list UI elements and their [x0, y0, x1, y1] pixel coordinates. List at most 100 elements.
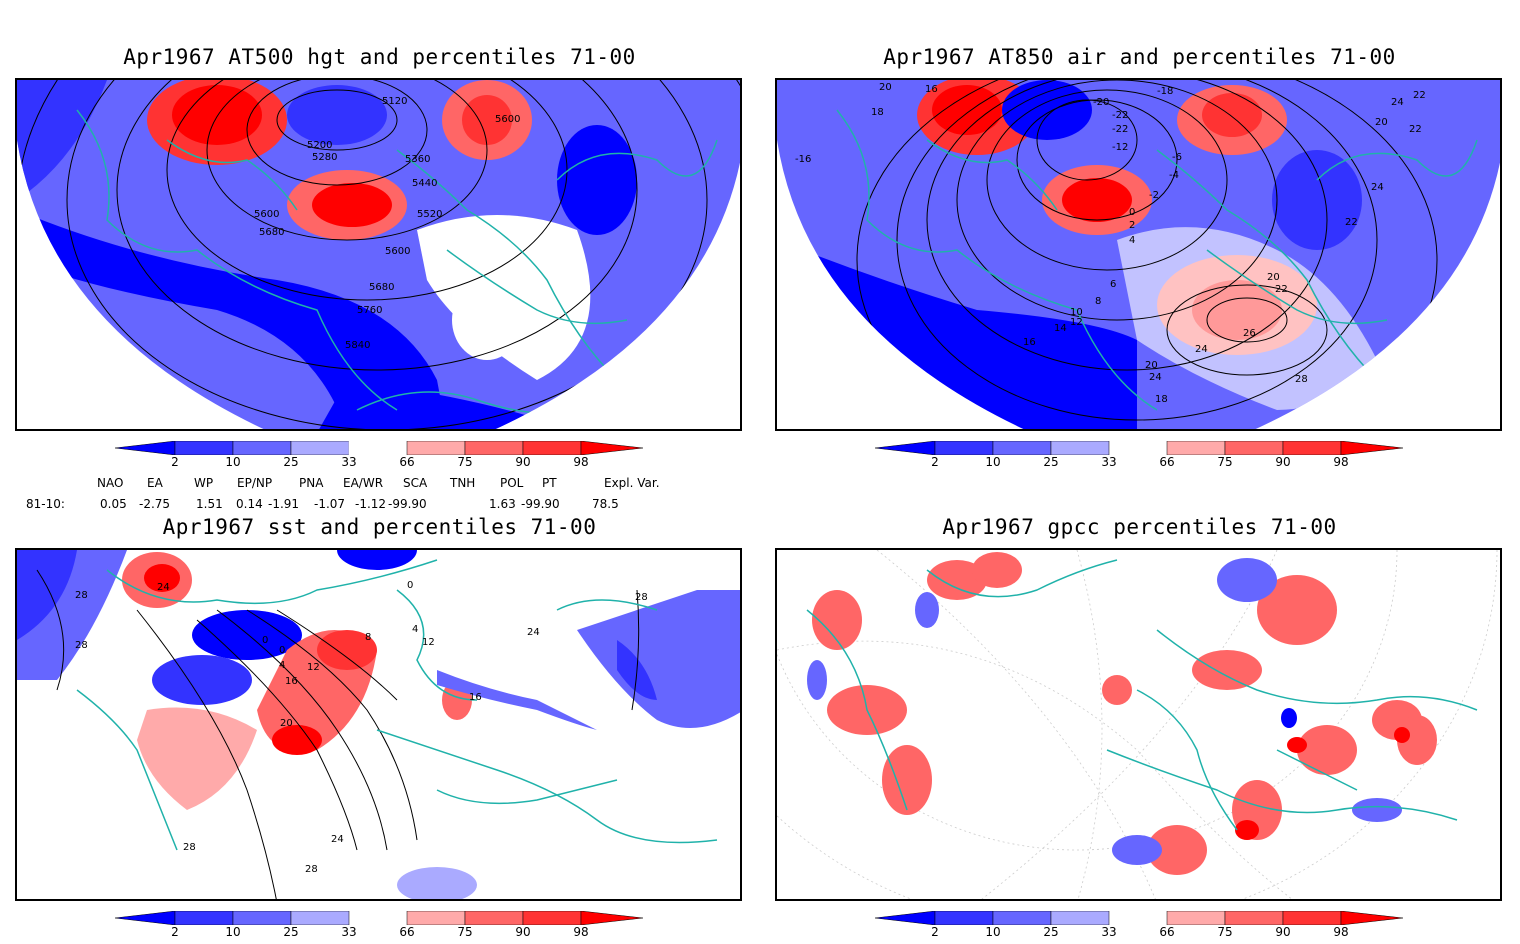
- contour-label: 28: [75, 640, 88, 651]
- contour-label: 18: [871, 107, 884, 118]
- colorbar-label: 2: [931, 455, 939, 469]
- index-header: SCA: [403, 476, 428, 490]
- index-value: 0.14: [236, 497, 263, 511]
- contour-label: -22: [1112, 124, 1128, 135]
- colorbar-label: 90: [1275, 925, 1291, 939]
- colorbar-1-swatches: [114, 440, 644, 456]
- colorbar-label: 25: [283, 925, 299, 939]
- index-header: TNH: [450, 476, 476, 490]
- contour-label: 12: [1070, 317, 1083, 328]
- contour-label: 24: [331, 834, 344, 845]
- contour-label: 22: [1345, 217, 1358, 228]
- contour-label: 5680: [369, 282, 394, 293]
- colorbar-label: 90: [515, 925, 531, 939]
- panel3-title: Apr1967 sst and percentiles 71-00: [162, 515, 597, 539]
- contour-label: -4: [1169, 170, 1179, 181]
- colorbar-label: 66: [399, 925, 415, 939]
- contour-label: 16: [925, 84, 938, 95]
- contour-label: -20: [1093, 97, 1109, 108]
- panel2-title: Apr1967 AT850 air and percentiles 71-00: [883, 45, 1396, 69]
- contour-label: -6: [1172, 152, 1182, 163]
- contour-label: 24: [1195, 344, 1208, 355]
- contour-label: 5520: [417, 209, 442, 220]
- contour-label: 16: [1023, 337, 1036, 348]
- colorbar-label: 90: [1275, 455, 1291, 469]
- colorbar-label: 90: [515, 455, 531, 469]
- contour-label: 4: [1129, 235, 1135, 246]
- hgt500-map-panel: 5120 5200 5280 5360 5440 5520 5600 5600 …: [15, 78, 742, 431]
- colorbar-label: 66: [1159, 455, 1175, 469]
- contour-label: 24: [1391, 97, 1404, 108]
- index-header: EP/NP: [237, 476, 273, 490]
- contour-label: 22: [1413, 90, 1426, 101]
- contour-label: 20: [1145, 360, 1158, 371]
- contour-label: 20: [879, 82, 892, 93]
- colorbar-4-swatches: [874, 910, 1404, 926]
- contour-label: 2: [1129, 220, 1135, 231]
- colorbar-label: 2: [931, 925, 939, 939]
- contour-label: 5840: [345, 340, 370, 351]
- contour-label: 22: [1275, 284, 1288, 295]
- sst-map: 28 24 28 0 0 4 8 12 16 20 24 28 28 12 16…: [17, 550, 740, 899]
- contour-label: 5600: [254, 209, 279, 220]
- hgt500-contour-labels: 5120 5200 5280 5360 5440 5520 5600 5600 …: [254, 96, 520, 351]
- index-header: WP: [194, 476, 214, 490]
- colorbar-2-swatches: [874, 440, 1404, 456]
- index-value: 1.63: [489, 497, 516, 511]
- colorbar-label: 98: [573, 925, 589, 939]
- colorbar-label: 75: [1217, 925, 1233, 939]
- index-value: 1.51: [196, 497, 223, 511]
- contour-label: 24: [1149, 372, 1162, 383]
- contour-label: 28: [1295, 374, 1308, 385]
- contour-label: 10: [1070, 307, 1083, 318]
- colorbar-2: 2 10 25 33 66 75 90 98: [874, 440, 1405, 474]
- contour-label: 5680: [259, 227, 284, 238]
- index-header: EA/WR: [343, 476, 384, 490]
- gpcc-map-panel: [775, 548, 1502, 901]
- hgt500-map: 5120 5200 5280 5360 5440 5520 5600 5600 …: [17, 80, 740, 429]
- contour-label: 28: [635, 592, 648, 603]
- contour-label: 8: [1095, 296, 1101, 307]
- index-value: -99.90: [388, 497, 427, 511]
- colorbar-label: 10: [985, 925, 1001, 939]
- contour-label: 4: [279, 660, 285, 671]
- contour-label: 4: [412, 624, 418, 635]
- colorbar-label: 10: [985, 455, 1001, 469]
- contour-label: -12: [1112, 142, 1128, 153]
- contour-label: 8: [365, 632, 371, 643]
- colorbar-label: 25: [283, 455, 299, 469]
- colorbar-3: 2 10 25 33 66 75 90 98: [114, 910, 645, 944]
- contour-label: 5440: [412, 178, 437, 189]
- colorbar-label: 98: [1333, 455, 1349, 469]
- index-value: 0.05: [100, 497, 127, 511]
- sst-map-panel: 28 24 28 0 0 4 8 12 16 20 24 28 28 12 16…: [15, 548, 742, 901]
- contour-label: -16: [795, 154, 811, 165]
- contour-label: 20: [280, 718, 293, 729]
- index-header: EA: [147, 476, 163, 490]
- contour-label: 16: [469, 692, 482, 703]
- colorbar-label: 2: [171, 455, 179, 469]
- contour-label: 24: [527, 627, 540, 638]
- colorbar-label: 75: [457, 925, 473, 939]
- colorbar-label: 75: [1217, 455, 1233, 469]
- contour-label: 28: [75, 590, 88, 601]
- index-value: -2.75: [139, 497, 171, 511]
- contour-label: 6: [1110, 279, 1116, 290]
- contour-label: 5600: [495, 114, 520, 125]
- colorbar-label: 75: [457, 455, 473, 469]
- index-header: PT: [542, 476, 557, 490]
- colorbar-3-swatches: [114, 910, 644, 926]
- contour-label: 5360: [405, 154, 430, 165]
- contour-label: 24: [1371, 182, 1384, 193]
- index-header: NAO: [97, 476, 124, 490]
- contour-label: 5600: [385, 246, 410, 257]
- colorbar-label: 25: [1043, 925, 1059, 939]
- colorbar-label: 33: [1101, 455, 1117, 469]
- contour-label: -2: [1149, 190, 1159, 201]
- contour-label: -18: [1157, 86, 1173, 97]
- contour-label: 24: [157, 582, 170, 593]
- colorbar-label: 25: [1043, 455, 1059, 469]
- colorbar-label: 33: [1101, 925, 1117, 939]
- contour-label: 26: [1243, 328, 1256, 339]
- sst-contour-labels: 28 24 28 0 0 4 8 12 16 20 24 28 28 12 16…: [75, 580, 648, 875]
